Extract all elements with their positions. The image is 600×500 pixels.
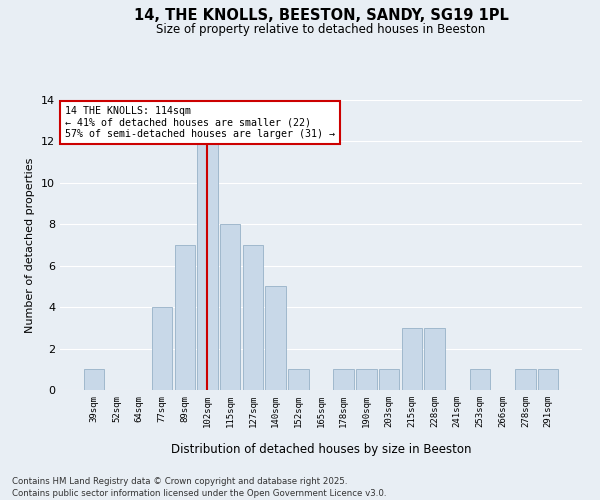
Text: Distribution of detached houses by size in Beeston: Distribution of detached houses by size …	[171, 442, 471, 456]
Bar	[175, 245, 195, 390]
Bar	[379, 370, 400, 390]
Bar	[84, 370, 104, 390]
Text: 14, THE KNOLLS, BEESTON, SANDY, SG19 1PL: 14, THE KNOLLS, BEESTON, SANDY, SG19 1PL	[134, 8, 508, 22]
Bar	[424, 328, 445, 390]
Bar	[220, 224, 241, 390]
Bar	[152, 307, 172, 390]
Bar	[334, 370, 354, 390]
Bar	[470, 370, 490, 390]
Bar	[515, 370, 536, 390]
Bar	[265, 286, 286, 390]
Text: Contains HM Land Registry data © Crown copyright and database right 2025.
Contai: Contains HM Land Registry data © Crown c…	[12, 476, 386, 498]
Bar	[538, 370, 558, 390]
Y-axis label: Number of detached properties: Number of detached properties	[25, 158, 35, 332]
Text: 14 THE KNOLLS: 114sqm
← 41% of detached houses are smaller (22)
57% of semi-deta: 14 THE KNOLLS: 114sqm ← 41% of detached …	[65, 106, 335, 139]
Bar	[401, 328, 422, 390]
Bar	[288, 370, 308, 390]
Text: Size of property relative to detached houses in Beeston: Size of property relative to detached ho…	[157, 22, 485, 36]
Bar	[242, 245, 263, 390]
Bar	[197, 142, 218, 390]
Bar	[356, 370, 377, 390]
